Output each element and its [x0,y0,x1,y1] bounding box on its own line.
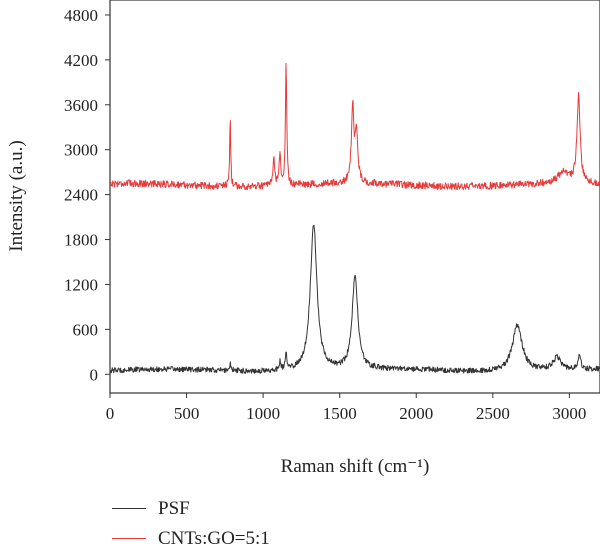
series-layer [110,62,600,374]
series-line-psf [110,224,600,374]
series-line-cnts-go [110,62,600,191]
x-tick-label: 500 [174,404,200,423]
legend-swatch-cnts-go [112,538,146,539]
y-tick-label: 4800 [64,6,98,25]
legend-item-psf: PSF [112,495,270,522]
x-tick-label: 3000 [552,404,586,423]
x-axis-title: Raman shift (cm⁻¹) [281,456,430,477]
y-tick-label: 4200 [64,51,98,70]
y-tick-label: 3000 [64,141,98,160]
x-tick-label: 1500 [323,404,357,423]
legend-label-psf: PSF [158,497,190,519]
y-tick-label: 0 [90,365,99,384]
plot-frame [109,0,600,394]
y-tick-label: 600 [73,320,99,339]
y-axis-title: Intensity (a.u.) [6,140,27,251]
legend-swatch-psf [112,508,146,509]
y-tick-label: 1200 [64,275,98,294]
y-axis-ticks: 0 600 1200 1800 2400 3000 3600 4200 4800 [64,6,110,384]
legend: PSF CNTs:GO=5:1 [112,495,270,555]
legend-item-cnts-go: CNTs:GO=5:1 [112,525,270,552]
y-tick-label: 1800 [64,231,98,250]
y-tick-label: 3600 [64,96,98,115]
y-tick-label: 2400 [64,186,98,205]
x-tick-label: 1000 [246,404,280,423]
x-tick-label: 2000 [399,404,433,423]
x-tick-label: 0 [106,404,115,423]
legend-label-cnts-go: CNTs:GO=5:1 [158,527,270,549]
x-tick-label: 2500 [476,404,510,423]
x-axis-ticks: 0 500 1000 1500 2000 2500 3000 [106,393,586,423]
